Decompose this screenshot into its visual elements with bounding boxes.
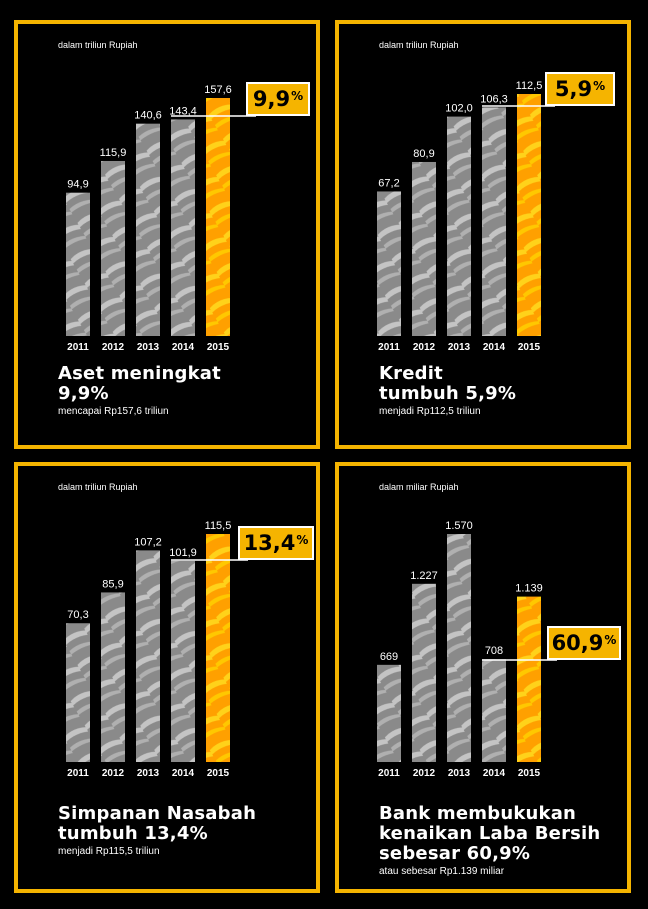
caption: Kredit tumbuh 5,9% menjadi Rp112,5 trili…: [379, 363, 517, 418]
year-label: 2013: [448, 768, 471, 779]
year-label: 2013: [448, 342, 471, 353]
caption-subtitle: atau sebesar Rp1.139 miliar: [379, 866, 505, 877]
caption-subtitle: mencapai Rp157,6 triliun: [58, 406, 169, 417]
value-label: 94,9: [67, 179, 88, 191]
bar-2011: [66, 192, 90, 336]
year-label: 2015: [518, 768, 541, 779]
value-label: 115,9: [100, 147, 127, 159]
caption: Aset meningkat 9,9% mencapai Rp157,6 tri…: [58, 363, 221, 418]
bar-2014: [482, 107, 506, 337]
value-label: 1.139: [515, 583, 543, 595]
year-label: 2015: [207, 342, 230, 353]
value-label: 70,3: [67, 609, 88, 621]
bar-2015: [517, 94, 541, 336]
year-label: 2011: [378, 768, 400, 779]
caption-subtitle: menjadi Rp115,5 triliun: [58, 846, 160, 857]
bar-chart: 94,9 2011 115,9 2012 140,6 2013 143,4 2014 157,6…: [66, 84, 256, 353]
bar-2012: [101, 592, 125, 762]
unit-label: dalam triliun Rupiah: [379, 40, 459, 50]
caption-title-line: kenaikan Laba Bersih: [379, 823, 601, 844]
bar-chart: 70,3 2011 85,9 2012 107,2 2013 101,9 2014 115,5 2…: [66, 520, 248, 779]
growth-badge: 5,9%: [545, 72, 615, 106]
bar-2013: [447, 534, 471, 762]
panel-aset: dalam triliun Rupiah 94,9 2011 115,9 2012 14…: [14, 20, 320, 449]
year-label: 2012: [413, 342, 436, 353]
year-label: 2012: [102, 768, 125, 779]
year-label: 2013: [137, 768, 160, 779]
panel-simpanan: dalam triliun Rupiah 70,3 2011 85,9 2012 107…: [14, 462, 320, 893]
caption: Bank membukukan kenaikan Laba Bersih seb…: [379, 803, 601, 878]
year-label: 2012: [102, 342, 125, 353]
bar-2011: [377, 191, 401, 336]
caption-title-line: 9,9%: [58, 383, 109, 404]
growth-badge: 13,4%: [238, 526, 314, 560]
year-label: 2015: [207, 768, 230, 779]
value-label: 1.570: [445, 520, 473, 532]
bar-2011: [66, 623, 90, 762]
year-label: 2012: [413, 768, 436, 779]
year-label: 2014: [483, 768, 506, 779]
value-label: 106,3: [480, 93, 508, 105]
bar-2013: [136, 123, 160, 336]
year-label: 2014: [483, 342, 506, 353]
bar-2015: [517, 596, 541, 762]
growth-badge: 9,9%: [246, 82, 310, 116]
bar-2014: [171, 560, 195, 762]
bar-chart: 67,2 2011 80,9 2012 102,0 2013 106,3 2014 112,5 2…: [377, 80, 555, 353]
value-label: 107,2: [134, 536, 162, 548]
unit-label: dalam triliun Rupiah: [58, 482, 138, 492]
bar-2014: [171, 119, 195, 337]
value-label: 102,0: [445, 103, 473, 115]
year-label: 2013: [137, 342, 160, 353]
value-label: 67,2: [378, 177, 399, 189]
bar-2012: [412, 583, 436, 762]
panel-kredit: dalam triliun Rupiah 67,2 2011 80,9 2012 102…: [335, 20, 631, 449]
unit-label: dalam miliar Rupiah: [379, 482, 459, 492]
bar-2011: [377, 664, 401, 762]
year-label: 2011: [378, 342, 400, 353]
bar-2015: [206, 534, 230, 762]
panel-laba: dalam miliar Rupiah 669 2011 1.227 2012 1.57…: [335, 462, 631, 893]
caption-subtitle: menjadi Rp112,5 triliun: [379, 406, 481, 417]
value-label: 1.227: [410, 570, 438, 582]
caption-title-line: Bank membukukan: [379, 803, 577, 824]
caption-title-line: tumbuh 13,4%: [58, 823, 208, 844]
caption-title-line: Aset meningkat: [58, 363, 221, 384]
value-label: 85,9: [102, 578, 123, 590]
bar-2012: [101, 160, 125, 336]
value-label: 115,5: [205, 520, 232, 532]
value-label: 708: [485, 645, 503, 657]
value-label: 669: [380, 651, 398, 663]
bar-2012: [412, 161, 436, 336]
value-label: 140,6: [134, 110, 162, 122]
bar-chart: 669 2011 1.227 2012 1.570 2013 708 2014 1.139 201…: [377, 520, 557, 779]
value-label: 112,5: [516, 80, 543, 92]
value-label: 143,4: [169, 105, 197, 117]
caption: Simpanan Nasabah tumbuh 13,4% menjadi Rp…: [58, 803, 257, 858]
year-label: 2011: [67, 342, 89, 353]
year-label: 2015: [518, 342, 541, 353]
growth-badge: 60,9%: [547, 626, 621, 660]
bar-2013: [136, 550, 160, 762]
year-label: 2011: [67, 768, 89, 779]
bar-2015: [206, 98, 230, 336]
year-label: 2014: [172, 768, 195, 779]
unit-label: dalam triliun Rupiah: [58, 40, 138, 50]
caption-title-line: Kredit: [379, 363, 443, 384]
bar-2013: [447, 116, 471, 336]
value-label: 80,9: [413, 148, 434, 160]
caption-title-line: Simpanan Nasabah: [58, 803, 257, 824]
value-label: 157,6: [204, 84, 232, 96]
bar-2014: [482, 659, 506, 762]
value-label: 101,9: [169, 547, 197, 559]
year-label: 2014: [172, 342, 195, 353]
caption-title-line: sebesar 60,9%: [379, 843, 531, 864]
caption-title-line: tumbuh 5,9%: [379, 383, 517, 404]
